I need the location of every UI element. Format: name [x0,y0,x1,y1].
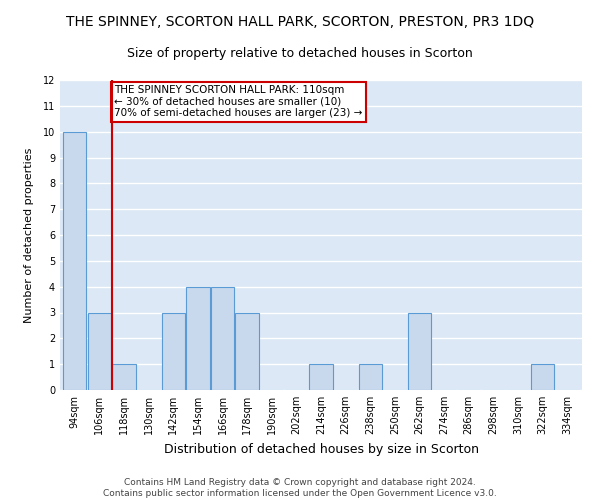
Bar [63,132,86,390]
Bar [161,312,185,390]
X-axis label: Distribution of detached houses by size in Scorton: Distribution of detached houses by size … [163,442,479,456]
Text: THE SPINNEY SCORTON HALL PARK: 110sqm
← 30% of detached houses are smaller (10)
: THE SPINNEY SCORTON HALL PARK: 110sqm ← … [114,85,362,118]
Bar [408,312,431,390]
Bar [112,364,136,390]
Bar [310,364,332,390]
Bar [531,364,554,390]
Y-axis label: Number of detached properties: Number of detached properties [25,148,34,322]
Text: Size of property relative to detached houses in Scorton: Size of property relative to detached ho… [127,48,473,60]
Bar [235,312,259,390]
Bar [211,286,234,390]
Text: THE SPINNEY, SCORTON HALL PARK, SCORTON, PRESTON, PR3 1DQ: THE SPINNEY, SCORTON HALL PARK, SCORTON,… [66,15,534,29]
Bar [359,364,382,390]
Bar [88,312,111,390]
Text: Contains HM Land Registry data © Crown copyright and database right 2024.
Contai: Contains HM Land Registry data © Crown c… [103,478,497,498]
Bar [186,286,209,390]
